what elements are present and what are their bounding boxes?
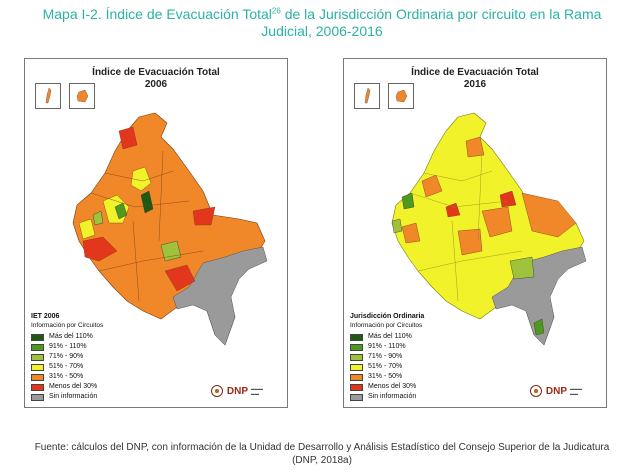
legend-label: 91% - 110% (49, 343, 87, 350)
caption-prefix: Mapa I-2. Índice de Evacuación Total (42, 6, 272, 22)
legend-label: 51% - 70% (368, 363, 403, 370)
island-insets (35, 83, 99, 114)
inset-providencia (388, 83, 415, 109)
legend-swatch (31, 383, 44, 391)
caption-footnote: 26 (271, 6, 281, 16)
legend-item: 71% - 90% (350, 352, 424, 362)
map-legend-2016: Jurisdicción Ordinaria Información por C… (350, 313, 424, 402)
map-year: 2006 (144, 79, 168, 90)
island-insets (354, 83, 418, 114)
map-title-text: Índice de Evacuación Total (92, 67, 220, 78)
legend-swatch (350, 353, 363, 361)
map-title: Índice de Evacuación Total 2006 (25, 67, 287, 91)
legend-item: Más del 110% (350, 332, 424, 342)
legend-swatch (31, 373, 44, 381)
legend-item: Sin información (350, 392, 424, 402)
legend-item: 31% - 50% (31, 372, 103, 382)
map-title: Índice de Evacuación Total 2016 (344, 67, 606, 91)
legend-swatch (350, 383, 363, 391)
legend-label: Más del 110% (368, 333, 412, 340)
legend-item: 51% - 70% (31, 362, 103, 372)
legend-item: 51% - 70% (350, 362, 424, 372)
legend-swatch (350, 343, 363, 351)
logo-text: DNP (226, 385, 248, 397)
logo-text: DNP (545, 385, 567, 397)
source-line-1: Fuente: cálculos del DNP, con informació… (34, 442, 610, 453)
figure-caption: Mapa I-2. Índice de Evacuación Total26 d… (0, 6, 644, 40)
map-panel-2006: Índice de Evacuación Total 2006 IET 2006 (24, 58, 288, 408)
legend-item: 71% - 90% (31, 352, 103, 362)
inset-san-andres (354, 83, 380, 109)
source-line-2: (DNP, 2018a) (292, 455, 352, 466)
legend-label: Sin información (49, 393, 98, 400)
logo-subtitle-graphic: ▬▬▬ ▬▬ (251, 386, 263, 396)
choropleth-map-2016 (391, 112, 587, 346)
legend-swatch (31, 363, 44, 371)
legend-label: 91% - 110% (368, 343, 406, 350)
legend-item: Menos del 30% (350, 382, 424, 392)
legend-swatch (350, 333, 363, 341)
caption-line-1: Mapa I-2. Índice de Evacuación Total26 d… (0, 6, 644, 23)
legend-label: 31% - 50% (49, 373, 84, 380)
legend-item: Menos del 30% (31, 382, 103, 392)
legend-swatch (350, 393, 363, 401)
seal-icon (210, 385, 223, 397)
legend-item: 91% - 110% (350, 342, 424, 352)
legend-label: Más del 110% (49, 333, 93, 340)
legend-item: Sin información (31, 392, 103, 402)
legend-item: 31% - 50% (350, 372, 424, 382)
legend-item: Más del 110% (31, 332, 103, 342)
legend-title: IET 2006 (31, 313, 60, 320)
legend-label: 31% - 50% (368, 373, 403, 380)
legend-label: 71% - 90% (368, 353, 403, 360)
legend-subtitle: Información por Circuitos (350, 322, 423, 329)
seal-icon (529, 385, 542, 397)
map-title-text: Índice de Evacuación Total (411, 67, 539, 78)
legend-label: Menos del 30% (368, 383, 417, 390)
legend-label: Sin información (368, 393, 417, 400)
map-legend-2006: IET 2006 Información por Circuitos Más d… (31, 313, 103, 402)
legend-swatch (350, 363, 363, 371)
legend-label: Menos del 30% (49, 383, 98, 390)
map-year: 2016 (463, 79, 487, 90)
inset-san-andres (35, 83, 61, 109)
dnp-logo: DNP ▬▬▬ ▬▬ (210, 385, 277, 397)
legend-title: Jurisdicción Ordinaria (350, 313, 425, 320)
legend-item: 91% - 110% (31, 342, 103, 352)
legend-swatch (31, 393, 44, 401)
legend-swatch (350, 373, 363, 381)
logo-subtitle-graphic: ▬▬▬ ▬▬ (570, 386, 582, 396)
dnp-logo: DNP ▬▬▬ ▬▬ (529, 385, 596, 397)
legend-label: 71% - 90% (49, 353, 84, 360)
caption-line-2: Judicial, 2006-2016 (261, 23, 383, 39)
map-panel-2016: Índice de Evacuación Total 2016 Jurisdic… (343, 58, 607, 408)
inset-providencia (69, 83, 96, 109)
legend-swatch (31, 333, 44, 341)
legend-swatch (31, 353, 44, 361)
legend-subtitle: Información por Circuitos (31, 322, 104, 329)
source-note: Fuente: cálculos del DNP, con informació… (0, 441, 644, 467)
choropleth-map-2006 (72, 112, 268, 346)
legend-label: 51% - 70% (49, 363, 84, 370)
legend-swatch (31, 343, 44, 351)
caption-suffix: de la Jurisdicción Ordinaria por circuit… (280, 6, 602, 22)
